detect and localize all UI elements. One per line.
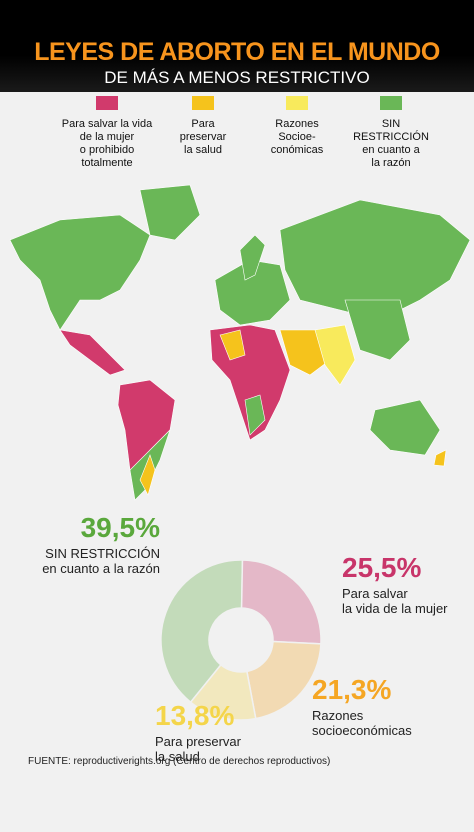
header	[0, 0, 474, 92]
value-label: 25,5%	[342, 552, 422, 583]
donut-slice	[240, 559, 322, 645]
category-label: Razones socioeconómicas	[312, 708, 412, 738]
title: LEYES DE ABORTO EN EL MUNDO	[34, 38, 440, 66]
category-label: SIN RESTRICCIÓN en cuanto a la razón	[42, 546, 160, 576]
legend-label: SIN RESTRICCIÓN en cuanto a la razón	[353, 118, 429, 169]
value-label: 13,8%	[155, 700, 235, 731]
legend-swatch	[286, 96, 308, 110]
legend-swatch	[96, 96, 118, 110]
legend-item: Para preservar la salud	[148, 96, 258, 157]
category-label: Para salvar la vida de la mujer	[342, 586, 448, 616]
legend-item: Para salvar la vida de la mujer o prohib…	[52, 96, 162, 170]
source: FUENTE: reproductiverights.org (Centro d…	[28, 756, 331, 767]
world-map	[9, 184, 471, 501]
category-label: Para preservar la salud	[155, 734, 241, 764]
legend-label: Razones Socioe- conómicas	[270, 118, 324, 156]
legend-item: Razones Socioe- conómicas	[242, 96, 352, 157]
legend-item: SIN RESTRICCIÓN en cuanto a la razón	[336, 96, 446, 170]
legend-label: Para preservar la salud	[179, 118, 227, 156]
legend-label: Para salvar la vida de la mujer o prohib…	[61, 118, 153, 169]
legend-swatch	[192, 96, 214, 110]
value-label: 21,3%	[312, 674, 392, 705]
subtitle: DE MÁS A MENOS RESTRICTIVO	[104, 68, 370, 87]
legend-swatch	[380, 96, 402, 110]
donut-slice	[189, 663, 257, 721]
donut-slice	[246, 640, 322, 720]
value-label: 39,5%	[80, 512, 160, 543]
donut-slice	[160, 559, 244, 704]
